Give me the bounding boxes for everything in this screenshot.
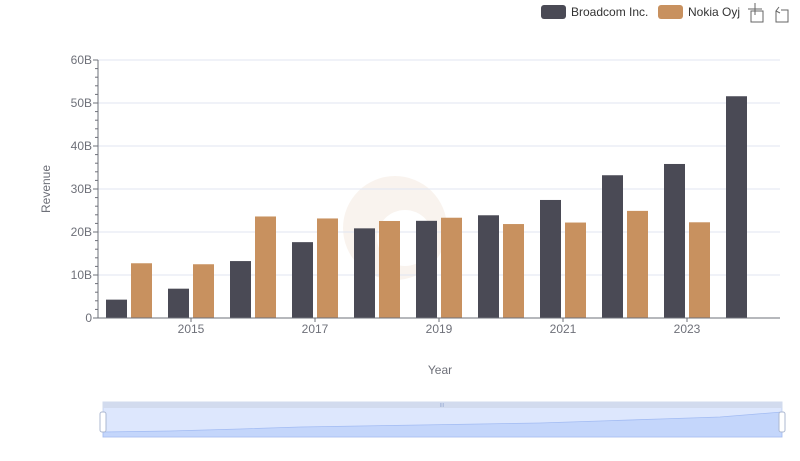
x-tick-label: 2021 (550, 322, 577, 336)
bar-broadcom-2019[interactable] (416, 220, 437, 318)
y-tick-label: 60B (71, 53, 92, 67)
zoom-icon[interactable] (748, 3, 764, 23)
bars (106, 96, 747, 319)
y-axis-title: Revenue (39, 165, 53, 213)
y-tick-label: 30B (71, 182, 92, 196)
bar-broadcom-2020[interactable] (478, 215, 499, 318)
bar-broadcom-2017[interactable] (292, 242, 313, 318)
bar-nokia-2019[interactable] (441, 217, 462, 318)
bar-broadcom-2022[interactable] (602, 175, 623, 318)
y-tick-label: 20B (71, 225, 92, 239)
x-tick-label: 2023 (674, 322, 701, 336)
y-axis: 0 10B 20B 30B 40B 50B 60B (71, 53, 99, 325)
bar-nokia-2016[interactable] (255, 216, 276, 318)
legend-label-nokia: Nokia Oyj (688, 5, 740, 19)
legend: Broadcom Inc. Nokia Oyj (541, 5, 740, 19)
y-tick-label: 50B (71, 96, 92, 110)
x-tick-label: 2015 (178, 322, 205, 336)
y-tick-label: 0 (85, 311, 92, 325)
bar-nokia-2015[interactable] (193, 264, 214, 318)
y-tick-label: 40B (71, 139, 92, 153)
bar-broadcom-2016[interactable] (230, 261, 251, 318)
bar-broadcom-2021[interactable] (540, 199, 561, 318)
bar-broadcom-2015[interactable] (168, 288, 189, 318)
bar-nokia-2020[interactable] (503, 224, 524, 318)
data-zoom-right-handle[interactable] (778, 411, 786, 433)
x-axis-title: Year (428, 363, 452, 377)
bar-nokia-2022[interactable] (627, 210, 648, 318)
legend-swatch-nokia (658, 5, 683, 19)
bar-nokia-2023[interactable] (689, 222, 710, 318)
legend-item-nokia[interactable]: Nokia Oyj (658, 5, 740, 19)
data-zoom-slider[interactable]: III (99, 401, 786, 438)
x-axis: 2015 2017 2019 2021 2023 (98, 317, 780, 336)
bar-nokia-2018[interactable] (379, 220, 400, 318)
bar-broadcom-2014[interactable] (106, 299, 127, 318)
legend-label-broadcom: Broadcom Inc. (571, 5, 648, 19)
data-zoom-left-handle[interactable] (99, 411, 107, 433)
bar-broadcom-2023[interactable] (664, 163, 685, 318)
legend-item-broadcom[interactable]: Broadcom Inc. (541, 5, 648, 19)
bar-broadcom-2018[interactable] (354, 228, 375, 318)
bar-nokia-2014[interactable] (131, 263, 152, 318)
x-tick-label: 2019 (426, 322, 453, 336)
data-zoom-top-bar[interactable] (103, 402, 782, 408)
legend-swatch-broadcom (541, 5, 566, 19)
bar-nokia-2017[interactable] (317, 218, 338, 318)
restore-icon[interactable] (775, 6, 789, 23)
data-zoom-drag-handle[interactable]: III (440, 403, 444, 409)
x-tick-label: 2017 (302, 322, 329, 336)
bar-broadcom-2024[interactable] (726, 96, 747, 319)
bar-nokia-2021[interactable] (565, 222, 586, 318)
y-tick-label: 10B (71, 268, 92, 282)
